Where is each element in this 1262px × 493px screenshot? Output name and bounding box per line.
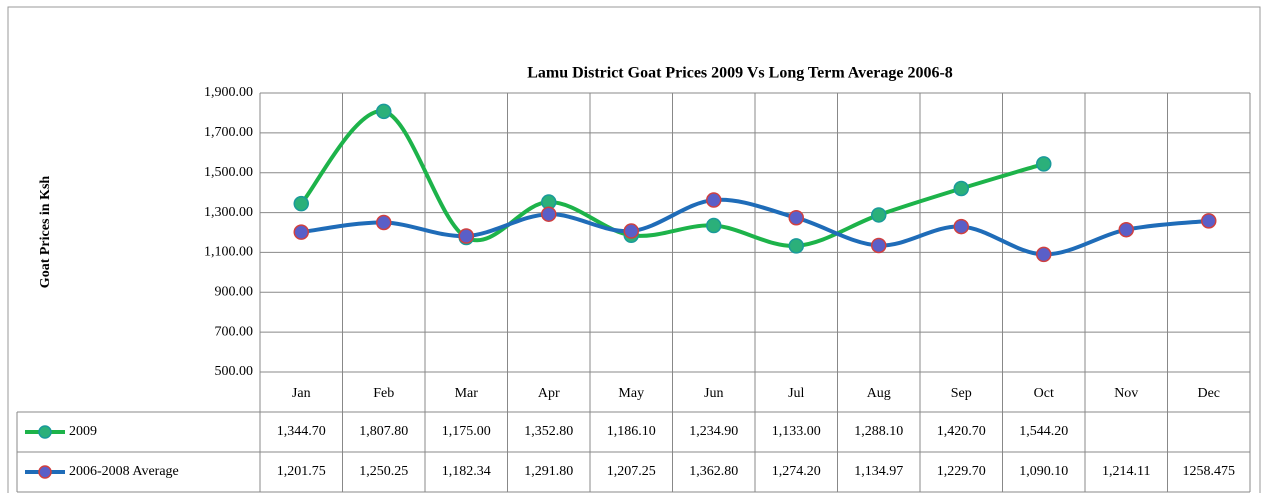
y-tick-label: 700.00 [215,324,254,339]
table-value: 1,291.80 [524,464,573,479]
x-tick-label: Jan [292,386,311,401]
x-tick-label: Jun [704,386,723,401]
x-tick-label: May [618,386,644,401]
data-point [458,228,474,244]
table-value: 1,090.10 [1019,464,1068,479]
table-value: 1,214.11 [1102,464,1150,479]
data-point [1201,213,1217,229]
y-tick-label: 1,700.00 [204,125,253,140]
table-value: 1,201.75 [277,464,326,479]
table-value: 1,182.34 [442,464,491,479]
chart-title: Lamu District Goat Prices 2009 Vs Long T… [527,65,953,82]
data-point [293,224,309,240]
series-line [301,197,1209,257]
table-value: 1,288.10 [854,424,903,439]
x-tick-label: Mar [455,386,479,401]
y-tick-label: 1,300.00 [204,205,253,220]
data-point [1118,221,1134,238]
data-point [871,207,887,223]
data-point [788,209,804,226]
legend-label: 2006-2008 Average [69,464,179,479]
table-value: 1,134.97 [854,464,903,479]
table-value: 1,234.90 [689,424,738,439]
series-line [299,109,1045,248]
table-value: 1,544.20 [1019,424,1068,439]
data-point [953,180,969,197]
data-point [1036,246,1052,263]
table-value: 1,274.20 [772,464,821,479]
data-point [293,195,309,212]
table-value: 1,186.10 [607,424,656,439]
y-tick-label: 1,100.00 [204,245,253,260]
table-value: 1,807.80 [359,424,408,439]
data-point [953,218,969,235]
table-value: 1,362.80 [689,464,738,479]
y-tick-label: 900.00 [215,285,254,300]
x-tick-label: Feb [373,386,394,401]
data-point [1036,156,1052,172]
y-axis-label: Goat Prices in Ksh [38,176,53,289]
table-value: 1,207.25 [607,464,656,479]
table-value: 1,352.80 [524,424,573,439]
data-point [376,214,392,231]
data-point [788,238,804,254]
data-point [623,223,639,239]
table-value: 1,133.00 [772,424,821,439]
x-tick-label: Dec [1197,386,1220,401]
y-tick-label: 500.00 [215,364,254,379]
x-tick-label: Aug [867,386,891,401]
x-tick-label: Oct [1034,386,1054,401]
chart-frame [7,6,1261,493]
legend-marker [38,425,52,439]
data-point [871,237,887,254]
y-tick-label: 1,900.00 [204,85,253,100]
y-tick-label: 1,500.00 [204,165,253,180]
data-point [706,192,722,208]
legend-label: 2009 [69,424,97,439]
data-point [376,103,392,120]
table-value: 1,420.70 [937,424,986,439]
x-tick-label: Nov [1114,386,1138,401]
legend-marker [38,465,52,479]
x-tick-label: Apr [538,386,560,401]
table-value: 1,250.25 [359,464,408,479]
data-point [706,217,722,234]
x-tick-label: Jul [788,386,804,401]
table-value: 1,229.70 [937,464,986,479]
table-value: 1,175.00 [442,424,491,439]
table-value: 1258.475 [1183,464,1236,479]
data-point [541,206,557,222]
x-tick-label: Sep [951,386,972,401]
table-value: 1,344.70 [277,424,326,439]
